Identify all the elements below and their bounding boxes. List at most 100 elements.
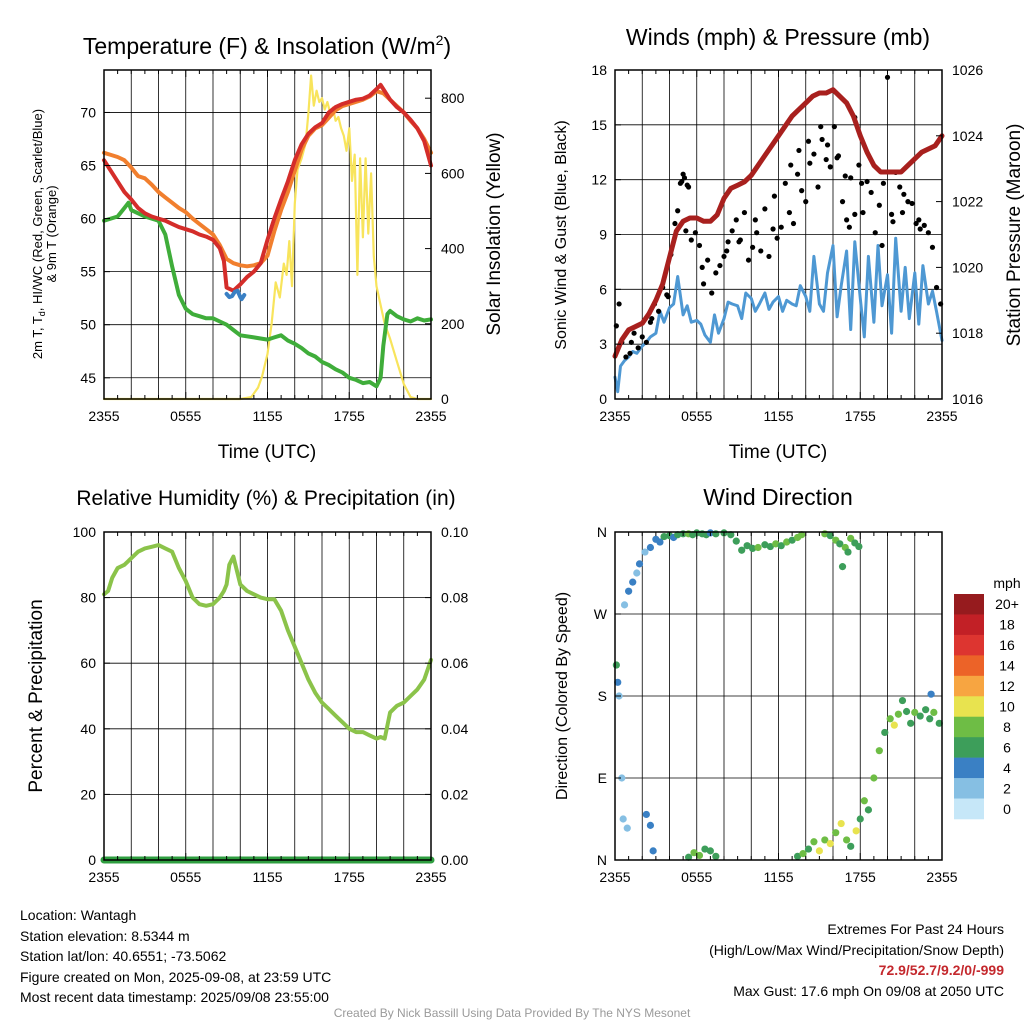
gust-point [631, 330, 637, 336]
gust-point [788, 162, 794, 168]
direction-point [844, 548, 852, 556]
gust-point [681, 175, 688, 181]
gust-point [675, 208, 681, 214]
extremes-values: 72.9/52.7/9.2/0/-999 [878, 962, 1004, 979]
wind-direction-title: Wind Direction [703, 484, 853, 510]
direction-point [864, 806, 873, 814]
gust-point [831, 124, 837, 130]
gust-point [872, 230, 878, 236]
gust-point [684, 182, 690, 188]
direction-point [712, 852, 720, 860]
gust-point [824, 142, 831, 148]
wind-direction-panel: Wind Direction Direction (Colored By Spe… [554, 484, 1021, 885]
y-tick-label: 65 [80, 158, 96, 174]
x-tick-label: 0555 [681, 869, 712, 885]
direction-point [629, 578, 637, 586]
gust-point [880, 180, 887, 186]
gust-point [852, 211, 858, 217]
direction-point [674, 531, 682, 539]
direction-point [660, 532, 668, 541]
y-tick-label: 80 [80, 590, 96, 606]
gust-point [683, 228, 689, 234]
y2-tick-label: 1016 [952, 391, 983, 407]
y2-tick-label: 0.08 [441, 590, 468, 606]
winds-axes: 2355 0555 1155 1755 235503691215181016101810… [591, 62, 983, 424]
colorbar-title: mph [993, 575, 1020, 591]
winds-ylabel: Sonic Wind & Gust (Blue, Black) [553, 120, 570, 349]
y2-tick-label: 0.04 [441, 721, 468, 737]
direction-point [635, 560, 644, 568]
direction-point [619, 815, 627, 823]
x-tick-label: 1155 [763, 869, 793, 885]
direction-point [886, 715, 894, 723]
y2-tick-label: 800 [441, 90, 465, 106]
colorbar-label: 4 [1003, 760, 1011, 776]
gust-point [929, 244, 936, 250]
gust-point [848, 175, 854, 181]
direction-point [646, 543, 655, 552]
extremes-title: Extremes For Past 24 Hours [827, 921, 1004, 937]
gust-point [725, 239, 731, 245]
temperature-axes: 2355 0555 1155 1755 2355 45 50 55 60 65 70 0 200 400 6… [80, 69, 465, 424]
direction-point [772, 540, 780, 548]
x-tick-label: 1755 [845, 408, 876, 424]
gust-point [721, 253, 727, 260]
direction-point [620, 601, 629, 609]
direction-point [656, 538, 664, 546]
colorbar-label: 10 [999, 699, 1015, 715]
y2-tick-label: 1018 [952, 325, 983, 341]
direction-point [649, 847, 657, 855]
direction-point [749, 544, 757, 553]
y-tick-label: E [598, 770, 607, 786]
gust-point [766, 253, 772, 260]
gust-point [823, 156, 829, 163]
gust-point [925, 230, 931, 236]
x-tick-label: 2355 [415, 869, 446, 885]
x-tick-label: 0555 [170, 408, 201, 424]
gust-point [884, 74, 891, 80]
colorbar-swatch [954, 757, 984, 779]
winds-panel: Winds (mph) & Pressure (mb) Time (UTC) S… [553, 24, 1024, 463]
y-tick-label: 50 [80, 317, 96, 333]
colorbar-label: 14 [999, 658, 1015, 674]
y-tick-label: 12 [591, 172, 607, 188]
gust-point [842, 173, 848, 179]
gust-point [917, 226, 923, 232]
station-latlon: Station lat/lon: 40.6551; -73.5062 [20, 948, 227, 965]
y-tick-label: 70 [80, 104, 96, 120]
gust-point [770, 226, 776, 232]
extremes-info: Extremes For Past 24 Hours (High/Low/Max… [709, 919, 1004, 1001]
direction-point [641, 548, 649, 556]
direction-point [695, 851, 704, 860]
gust-point [827, 164, 833, 170]
temperature-ylabel-line2: & 9m T (Orange) [44, 185, 59, 282]
wind-direction-points [612, 529, 943, 861]
direction-point [832, 829, 840, 837]
direction-point [836, 540, 844, 548]
y2-tick-label: 0.02 [441, 786, 468, 802]
gust-point [807, 160, 813, 166]
gust-point [750, 244, 756, 250]
gust-point [635, 345, 641, 351]
x-tick-label: 1155 [763, 408, 793, 424]
gust-point [771, 193, 778, 199]
gust-point [864, 178, 870, 185]
direction-point [843, 836, 851, 844]
colorbar-label: 6 [1003, 739, 1011, 755]
direction-point [852, 827, 860, 835]
y2-tick-label: 0.06 [441, 655, 468, 671]
y-tick-label: N [597, 524, 607, 540]
pressure-ylabel: Station Pressure (Maroon) [1004, 124, 1024, 347]
y2-tick-label: 1026 [952, 62, 983, 78]
y-tick-label: 60 [80, 655, 96, 671]
direction-point [777, 542, 785, 550]
direction-point [916, 712, 924, 720]
gust-point [692, 230, 698, 236]
direction-point [738, 546, 746, 554]
gust-point [643, 339, 649, 345]
y2-tick-label: 1024 [952, 128, 983, 144]
extremes-subtitle: (High/Low/Max Wind/Precipitation/Snow De… [709, 941, 1004, 958]
direction-point [612, 661, 620, 669]
direction-point [701, 845, 709, 853]
